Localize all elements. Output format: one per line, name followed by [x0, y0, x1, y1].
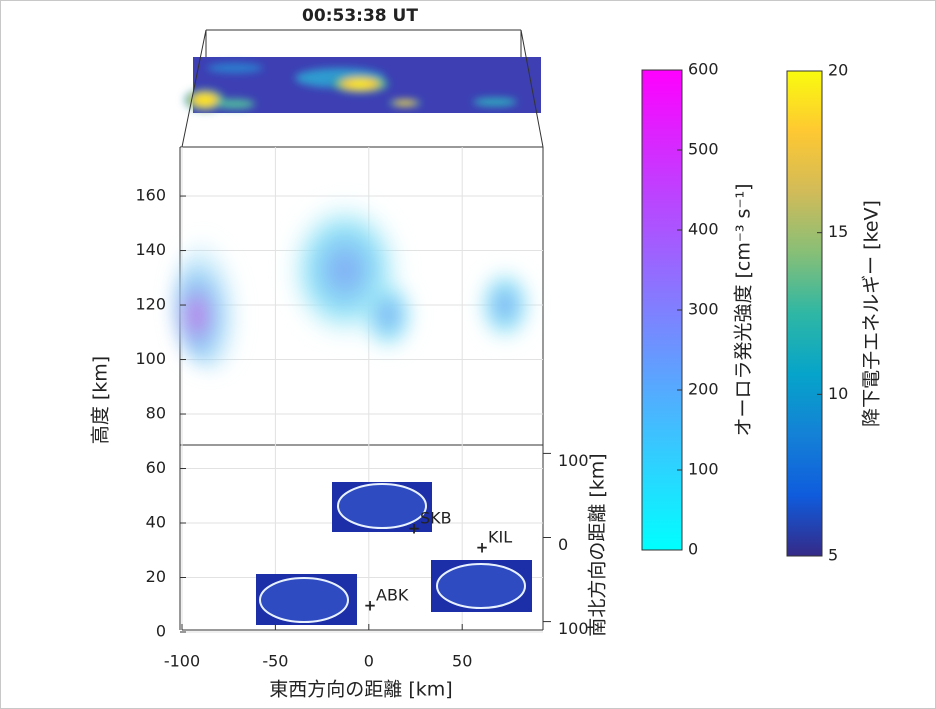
colorbar-tick-label: 300 — [688, 300, 719, 319]
colorbar-tick-label: 0 — [688, 540, 698, 559]
colorbar-tick-label: 20 — [828, 61, 848, 80]
z-tick-label: 20 — [146, 567, 166, 586]
x-tick-label: 50 — [452, 652, 472, 671]
station-marker: + — [408, 520, 421, 538]
colorbar — [641, 69, 683, 551]
station-label: SKB — [420, 509, 452, 528]
y-tick-label: 100 — [558, 451, 589, 470]
colorbar-tick-label: 10 — [828, 384, 848, 403]
y-tick-label: 0 — [558, 535, 568, 554]
colorbar-tick-label: 100 — [688, 460, 719, 479]
box-edge — [181, 29, 544, 148]
projection-features — [183, 63, 517, 112]
z-tick-label: 60 — [146, 458, 166, 477]
station-label: ABK — [376, 586, 409, 605]
aurora-volume — [174, 198, 533, 370]
z-tick-label: 80 — [146, 404, 166, 423]
station-label: KIL — [488, 528, 512, 547]
axes — [174, 29, 544, 633]
colorbar-tick-label: 500 — [688, 140, 719, 159]
z-tick-label: 40 — [146, 513, 166, 532]
x-tick-label: -50 — [262, 652, 288, 671]
colorbar — [786, 70, 823, 557]
all-sky-images — [256, 482, 532, 625]
z-tick-label: 140 — [135, 240, 166, 259]
y-tick-label: 100 — [558, 619, 589, 638]
z-tick-label: 0 — [156, 622, 166, 641]
z-tick-label: 120 — [135, 295, 166, 314]
chart-title: 00:53:38 UT — [302, 6, 418, 26]
colorbar-tick-label: 400 — [688, 220, 719, 239]
x-tick-label: 0 — [364, 652, 374, 671]
station-marker: + — [364, 597, 377, 615]
colorbar-tick-label: 5 — [828, 546, 838, 565]
y-axis-label: 南北方向の距離 [km] — [587, 453, 609, 636]
x-tick-label: -100 — [164, 652, 200, 671]
box-edge — [179, 146, 544, 630]
z-tick-label: 100 — [135, 349, 166, 368]
x-axis-label: 東西方向の距離 [km] — [269, 679, 452, 701]
colorbar-tick-label: 200 — [688, 380, 719, 399]
grid — [180, 147, 543, 633]
colorbar-label: 降下電子エネルギー [keV] — [861, 200, 883, 427]
colorbar-tick-label: 600 — [688, 60, 719, 79]
z-tick-label: 160 — [135, 186, 166, 205]
colorbar-label: オーロラ発光強度 [cm⁻³ s⁻¹] — [733, 183, 755, 436]
z-axis-label: 高度 [km] — [90, 356, 112, 444]
colorbar-tick-label: 15 — [828, 222, 848, 241]
station-marker: + — [476, 539, 489, 557]
